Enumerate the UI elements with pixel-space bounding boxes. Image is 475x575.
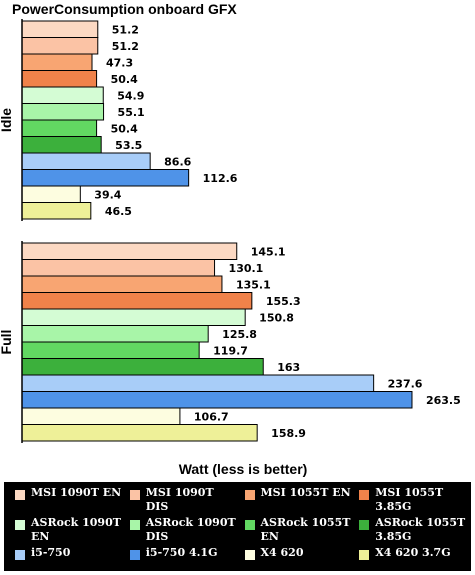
- legend-swatch: [14, 519, 26, 531]
- data-label: 39.4: [94, 188, 121, 201]
- data-label: 135.1: [236, 278, 271, 291]
- bar: [21, 424, 258, 442]
- legend-item: ASRock 1090T EN: [8, 516, 123, 546]
- legend-label: MSI 1055T EN: [260, 486, 351, 499]
- legend-item: ASRock 1090T DIS: [123, 516, 238, 546]
- bar: [21, 103, 105, 121]
- legend-swatch: [358, 549, 371, 561]
- legend-item: MSI 1055T 3.85G: [352, 486, 467, 516]
- legend-label: X4 620 3.7G: [375, 546, 451, 559]
- bar: [21, 391, 413, 409]
- data-label: 50.4: [111, 73, 138, 86]
- legend-item: i5-750: [8, 546, 123, 568]
- legend-item: i5-750 4.1G: [123, 546, 238, 568]
- bar: [21, 341, 200, 359]
- legend-item: MSI 1090T DIS: [123, 486, 238, 516]
- data-label: 158.9: [271, 427, 306, 440]
- data-label: 54.9: [117, 89, 144, 102]
- chart-title: PowerConsumption onboard GFX: [12, 1, 237, 17]
- data-label: 55.1: [118, 106, 145, 119]
- bar: [21, 202, 92, 220]
- plot-area: 51.2 51.2 47.3 50.4 54.9 55.1 50.4 53.5 86.6 112.…: [0, 19, 461, 443]
- legend-swatch: [243, 519, 256, 531]
- data-label: 51.2: [112, 23, 139, 36]
- data-label: 47.3: [106, 56, 133, 69]
- legend-label: ASRock 1055T 3.85G: [375, 516, 466, 543]
- legend-swatch: [358, 519, 371, 531]
- bar: [21, 169, 190, 187]
- bar: [21, 136, 102, 154]
- bar: [21, 53, 93, 71]
- legend-label: ASRock 1055T EN: [260, 516, 351, 543]
- group-label: Idle: [0, 108, 14, 132]
- legend-item: MSI 1055T EN: [238, 486, 353, 516]
- legend-swatch: [243, 489, 256, 501]
- data-label: 86.6: [164, 155, 191, 168]
- legend-swatch: [358, 489, 371, 501]
- legend-item: MSI 1090T EN: [8, 486, 123, 516]
- bar: [21, 70, 98, 88]
- data-label: 125.8: [222, 328, 257, 341]
- data-label: 150.8: [259, 311, 294, 324]
- data-label: 106.7: [194, 410, 229, 423]
- legend-swatch: [243, 549, 256, 561]
- bar: [21, 152, 151, 170]
- chart: PowerConsumption onboard GFX 51.2 51.2 47.…: [0, 1, 461, 477]
- x-axis-label: Watt (less is better): [179, 461, 308, 477]
- data-label: 119.7: [213, 344, 248, 357]
- legend-item: X4 620: [238, 546, 353, 568]
- legend-label: MSI 1090T DIS: [145, 486, 214, 513]
- bar: [21, 308, 246, 326]
- bar: [21, 407, 181, 425]
- legend-label: X4 620: [260, 546, 304, 559]
- data-label: 51.2: [112, 40, 139, 53]
- legend-label: MSI 1055T 3.85G: [375, 486, 444, 513]
- legend-swatch: [14, 489, 26, 501]
- bar: [21, 325, 209, 343]
- legend: MSI 1090T EN MSI 1090T DIS MSI 1055T EN MSI…: [4, 482, 471, 571]
- legend-swatch: [14, 549, 26, 561]
- data-label: 46.5: [105, 205, 132, 218]
- bar: [21, 185, 81, 203]
- legend-label: i5-750 4.1G: [145, 546, 218, 559]
- data-label: 155.3: [266, 295, 301, 308]
- legend-label: i5-750: [31, 546, 71, 559]
- data-label: 145.1: [251, 245, 286, 258]
- data-label: 263.5: [426, 394, 461, 407]
- legend-item: ASRock 1055T 3.85G: [352, 516, 467, 546]
- data-label: 53.5: [115, 139, 142, 152]
- legend-item: X4 620 3.7G: [352, 546, 467, 568]
- legend-label: ASRock 1090T EN: [31, 516, 121, 543]
- legend-swatch: [128, 519, 141, 531]
- data-label: 130.1: [229, 262, 264, 275]
- bar: [21, 119, 98, 137]
- group-label: Full: [0, 330, 14, 355]
- legend-swatch: [128, 489, 141, 501]
- bar: [21, 242, 238, 260]
- legend-item: ASRock 1055T EN: [238, 516, 353, 546]
- bar: [21, 37, 99, 55]
- bar: [21, 275, 223, 293]
- bar: [21, 20, 99, 38]
- bar: [21, 358, 264, 376]
- legend-swatch: [128, 549, 141, 561]
- data-label: 163: [277, 361, 300, 374]
- bar: [21, 259, 216, 277]
- bar: [21, 292, 253, 310]
- data-label: 50.4: [111, 122, 138, 135]
- bar: [21, 374, 375, 392]
- data-label: 237.6: [388, 377, 423, 390]
- legend-label: ASRock 1090T DIS: [145, 516, 236, 543]
- legend-label: MSI 1090T EN: [31, 486, 122, 499]
- data-label: 112.6: [203, 172, 238, 185]
- bar: [21, 86, 104, 104]
